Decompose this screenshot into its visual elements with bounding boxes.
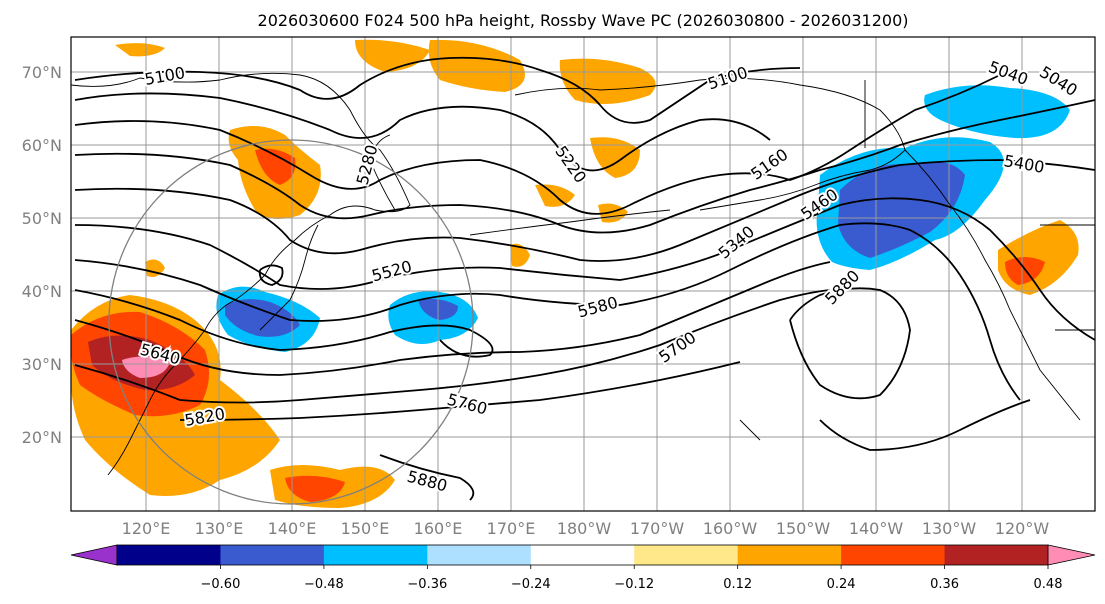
height-contour <box>789 287 911 400</box>
height-contour <box>74 222 1021 401</box>
colorbar-tick-label: 0.36 <box>930 577 959 592</box>
colorbar-extend-low <box>70 544 118 566</box>
negative-anomaly-gulf-core <box>838 161 965 258</box>
colorbar-bin <box>841 545 946 565</box>
colorbar-bin <box>944 545 1049 565</box>
coastline-aleutians <box>469 209 671 236</box>
longitude-labels: 120°E 130°E 140°E 150°E 160°E 170°E 180°W 170°W… <box>122 519 1050 538</box>
colorbar-bin <box>530 545 635 565</box>
coastline-hawaii <box>739 419 761 441</box>
longitude-label: 150°W <box>776 519 831 538</box>
colorbar-tick-label: −0.48 <box>304 577 344 592</box>
colorbar-tick-label: −0.36 <box>407 577 447 592</box>
coastline-na-west <box>904 149 1081 421</box>
longitude-label: 150°E <box>341 519 390 538</box>
longitude-label: 140°E <box>268 519 317 538</box>
positive-anomaly-arctic-4 <box>115 43 165 57</box>
latitude-label: 50°N <box>22 209 62 228</box>
longitude-label: 140°W <box>849 519 904 538</box>
map-frame <box>70 36 1096 512</box>
latitude-label: 20°N <box>22 428 62 447</box>
coastline-na-borders <box>864 80 1095 331</box>
longitude-label: 120°E <box>122 519 171 538</box>
height-contour <box>74 289 831 404</box>
colorbar-tick-label: −0.12 <box>614 577 654 592</box>
positive-anomaly-midpacific <box>510 243 530 267</box>
colorbar-extend-high <box>1047 544 1096 566</box>
positive-anomaly-ne-asia-strong <box>255 148 296 185</box>
positive-anomaly-west-us-strong <box>1005 257 1045 285</box>
height-contour <box>74 92 771 172</box>
positive-anomaly-alaska <box>590 137 640 178</box>
colorbar-bin <box>737 545 842 565</box>
colorbar-bin <box>634 545 739 565</box>
longitude-label: 130°W <box>922 519 977 538</box>
latitude-labels: 70°N 60°N 50°N 40°N 30°N 20°N <box>22 63 62 447</box>
figure-title: 2026030600 F024 500 hPa height, Rossby W… <box>258 11 909 30</box>
colorbar-bin <box>117 545 221 565</box>
height-contours <box>74 56 1096 501</box>
height-contour <box>74 56 801 124</box>
colorbar-tick-label: −0.24 <box>511 577 551 592</box>
longitude-label: 120°W <box>995 519 1050 538</box>
height-contour <box>379 454 475 501</box>
latitude-label: 40°N <box>22 282 62 301</box>
longitude-label: 180°W <box>557 519 612 538</box>
height-contour <box>819 399 1031 451</box>
height-contour <box>179 361 741 421</box>
longitude-label: 160°E <box>414 519 463 538</box>
positive-anomaly-south-strong <box>285 475 345 502</box>
longitude-label: 160°W <box>703 519 758 538</box>
height-contour <box>74 159 1096 262</box>
colorbar-tick-label: −0.60 <box>201 577 241 592</box>
latitude-label: 30°N <box>22 355 62 374</box>
colorbar-bin <box>220 545 325 565</box>
colorbar-bin <box>323 545 428 565</box>
latitude-label: 60°N <box>22 136 62 155</box>
height-contour <box>74 261 831 376</box>
coastline-asia <box>70 72 411 476</box>
coastline-alaska <box>514 77 906 211</box>
colorbar-tick-label: 0.12 <box>723 577 752 592</box>
colorbar-outline <box>116 544 1049 566</box>
reference-circle <box>108 139 474 505</box>
latitude-label: 70°N <box>22 63 62 82</box>
colorbar-tick-labels: −0.60 −0.48 −0.36 −0.24 −0.12 0.12 0.24 0.36 0.4… <box>201 565 1063 592</box>
colorbar-bin <box>427 545 532 565</box>
positive-anomaly-arctic-2 <box>428 39 525 92</box>
colorbar-tick-label: 0.48 <box>1034 577 1063 592</box>
height-contour <box>74 74 1001 215</box>
negative-anomaly-northern-canada <box>924 85 1070 139</box>
height-contour <box>74 197 1096 341</box>
colorbar <box>70 544 1096 566</box>
coastline-kamchatka <box>369 134 396 211</box>
colorbar-tick-label: 0.24 <box>827 577 856 592</box>
graticule <box>71 37 1095 511</box>
longitude-label: 170°W <box>630 519 685 538</box>
longitude-label: 170°E <box>487 519 536 538</box>
height-contour <box>74 99 1096 234</box>
longitude-label: 130°E <box>195 519 244 538</box>
height-contour <box>258 264 284 286</box>
